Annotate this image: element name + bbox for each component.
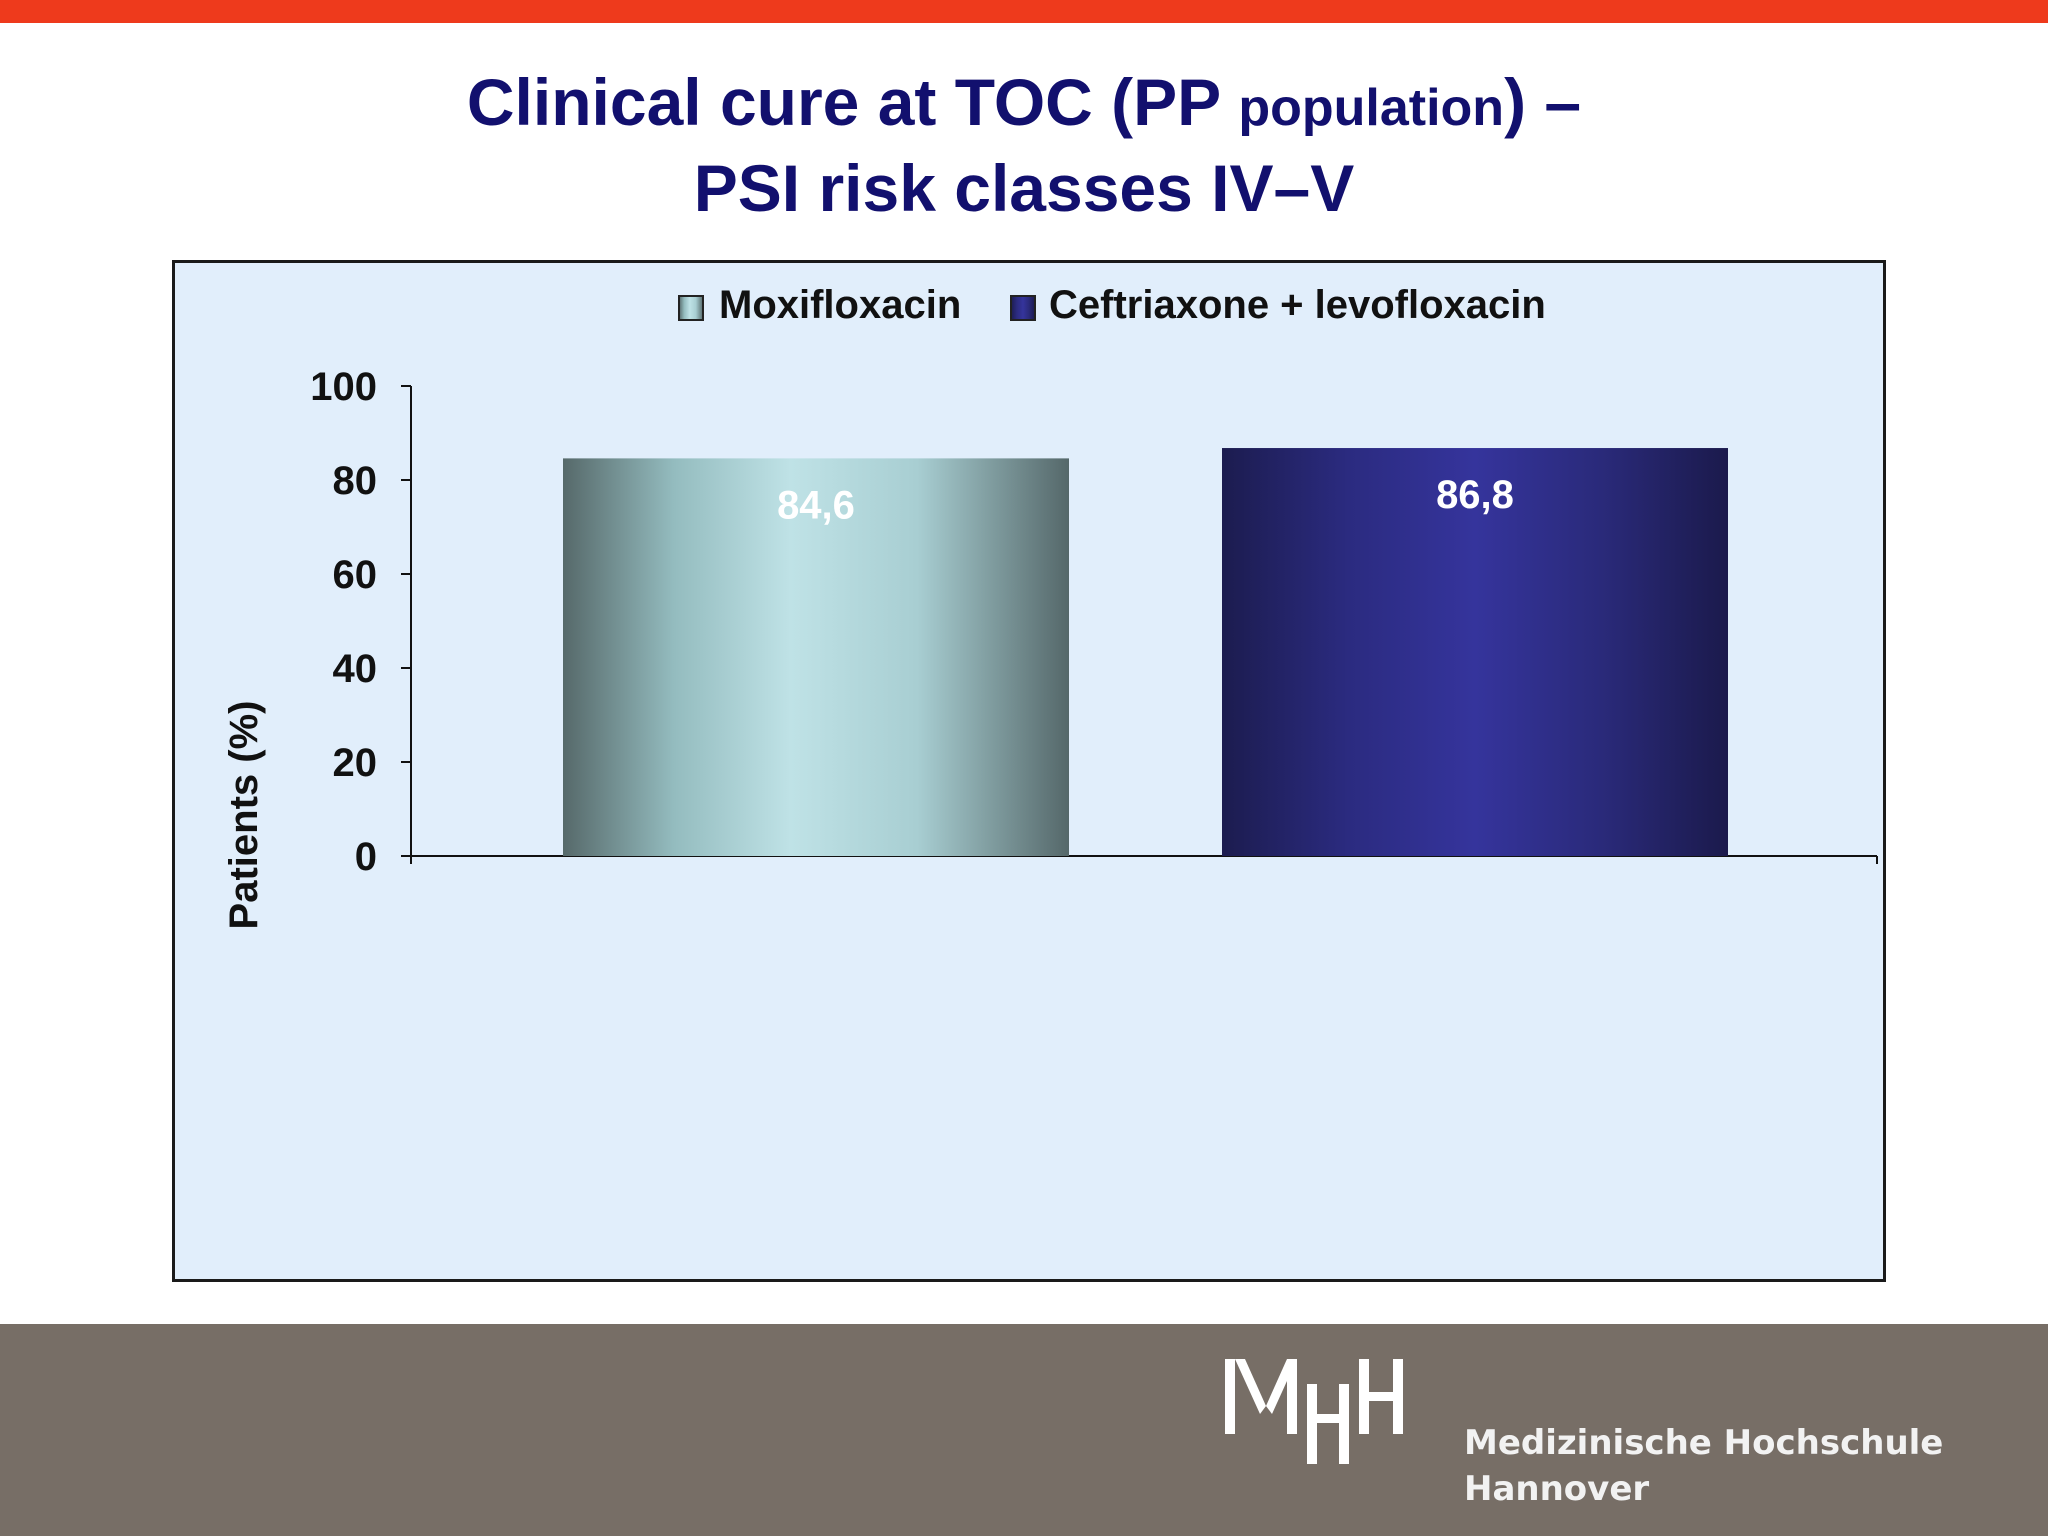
top-accent-bar: [0, 0, 2048, 23]
title-part-3: ) –: [1504, 65, 1582, 139]
logo-text: Medizinische Hochschule Hannover: [1464, 1420, 1943, 1512]
y-tick-label: 100: [310, 365, 377, 409]
chart-frame: Moxifloxacin Ceftriaxone + levofloxacin …: [172, 260, 1886, 1282]
y-tick-label: 20: [333, 741, 378, 785]
title-part-2: population: [1238, 79, 1505, 137]
logo-text-line-1: Medizinische Hochschule: [1464, 1423, 1944, 1463]
title-line-2: PSI risk classes IV–V: [693, 151, 1355, 225]
y-tick-label: 80: [333, 459, 378, 503]
legend: Moxifloxacin Ceftriaxone + levofloxacin: [678, 283, 1546, 327]
legend-label-ceftriaxone: Ceftriaxone + levofloxacin: [1049, 283, 1546, 327]
footer: [0, 1324, 2048, 1536]
bars: 84,6 86,8: [563, 448, 1728, 856]
y-tick-label: 0: [355, 835, 377, 879]
y-tick-label: 60: [333, 553, 378, 597]
logo-text-line-2: Hannover: [1464, 1469, 1650, 1509]
slide-title: Clinical cure at TOC (PP population) – P…: [0, 62, 2048, 228]
bar-0: [563, 458, 1069, 856]
title-line-1: Clinical cure at TOC (PP population) –: [0, 62, 2048, 148]
y-axis-label: Patients (%): [222, 701, 266, 930]
data-label-0: 84,6: [777, 483, 855, 527]
legend-swatch-moxifloxacin: [678, 295, 704, 321]
mhh-logo-mark: [1225, 1359, 1403, 1464]
y-tick-label: 40: [333, 647, 378, 691]
legend-swatch-ceftriaxone: [1010, 295, 1036, 321]
data-label-1: 86,8: [1436, 473, 1514, 517]
bar-1: [1222, 448, 1728, 856]
legend-label-moxifloxacin: Moxifloxacin: [719, 283, 961, 327]
bar-chart: Moxifloxacin Ceftriaxone + levofloxacin …: [222, 283, 1878, 930]
title-part-1: Clinical cure at TOC (PP: [466, 65, 1239, 139]
